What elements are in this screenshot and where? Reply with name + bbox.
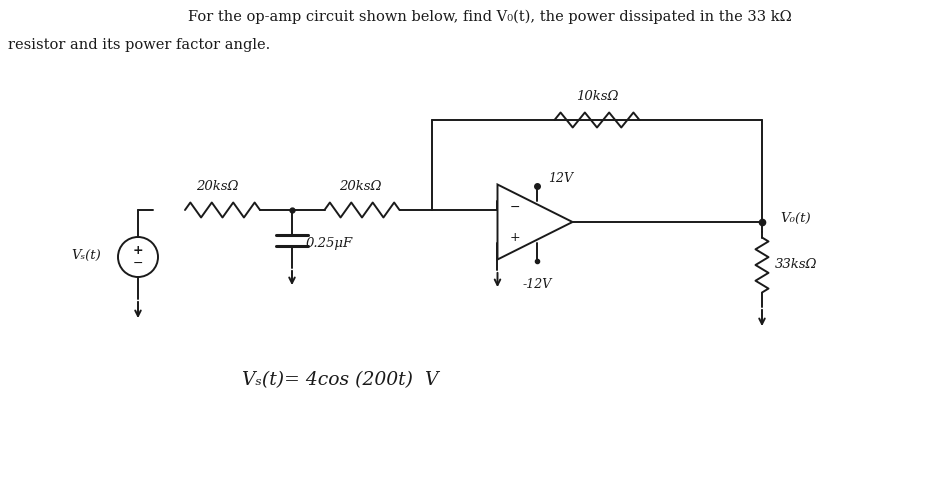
Text: Vₛ(t)= 4cos (200t)  V: Vₛ(t)= 4cos (200t) V xyxy=(242,371,438,389)
Text: Vₛ(t): Vₛ(t) xyxy=(71,248,101,262)
Text: 20ksΩ: 20ksΩ xyxy=(196,180,239,193)
Text: $+$: $+$ xyxy=(509,231,520,244)
Text: 10ksΩ: 10ksΩ xyxy=(576,90,618,103)
Text: -12V: -12V xyxy=(522,277,551,291)
Text: 0.25μF: 0.25μF xyxy=(306,238,353,250)
Text: V₀(t): V₀(t) xyxy=(780,212,810,224)
Text: −: − xyxy=(133,257,143,270)
Text: 33ksΩ: 33ksΩ xyxy=(775,258,817,272)
Text: 20ksΩ: 20ksΩ xyxy=(339,180,381,193)
Text: $-$: $-$ xyxy=(509,200,520,213)
Text: For the op-amp circuit shown below, find V₀(t), the power dissipated in the 33 k: For the op-amp circuit shown below, find… xyxy=(188,10,791,25)
Text: resistor and its power factor angle.: resistor and its power factor angle. xyxy=(8,38,270,52)
Text: +: + xyxy=(133,244,143,257)
Text: 12V: 12V xyxy=(548,172,573,185)
